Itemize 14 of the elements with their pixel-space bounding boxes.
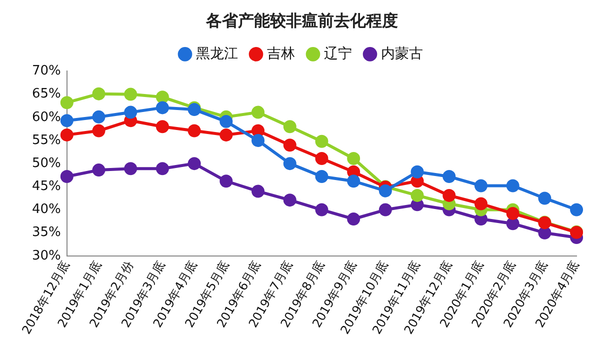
y-tick-label: 40% <box>32 202 61 218</box>
y-tick-label: 55% <box>32 132 61 148</box>
legend-label: 黑龙江 <box>196 46 238 62</box>
legend-label: 吉林 <box>267 46 295 62</box>
chart-title: 各省产能较非瘟前去化程度 <box>205 10 398 30</box>
y-tick-label: 50% <box>32 156 61 171</box>
y-tick-label: 70% <box>32 64 61 79</box>
y-tick-label: 30% <box>32 248 61 264</box>
legend-label: 辽宁 <box>324 46 352 62</box>
y-tick-label: 65% <box>32 86 61 102</box>
y-tick-label: 35% <box>32 225 61 240</box>
y-tick-label: 60% <box>32 110 61 125</box>
y-tick-label: 45% <box>32 179 61 194</box>
legend-label: 内蒙古 <box>381 46 423 62</box>
